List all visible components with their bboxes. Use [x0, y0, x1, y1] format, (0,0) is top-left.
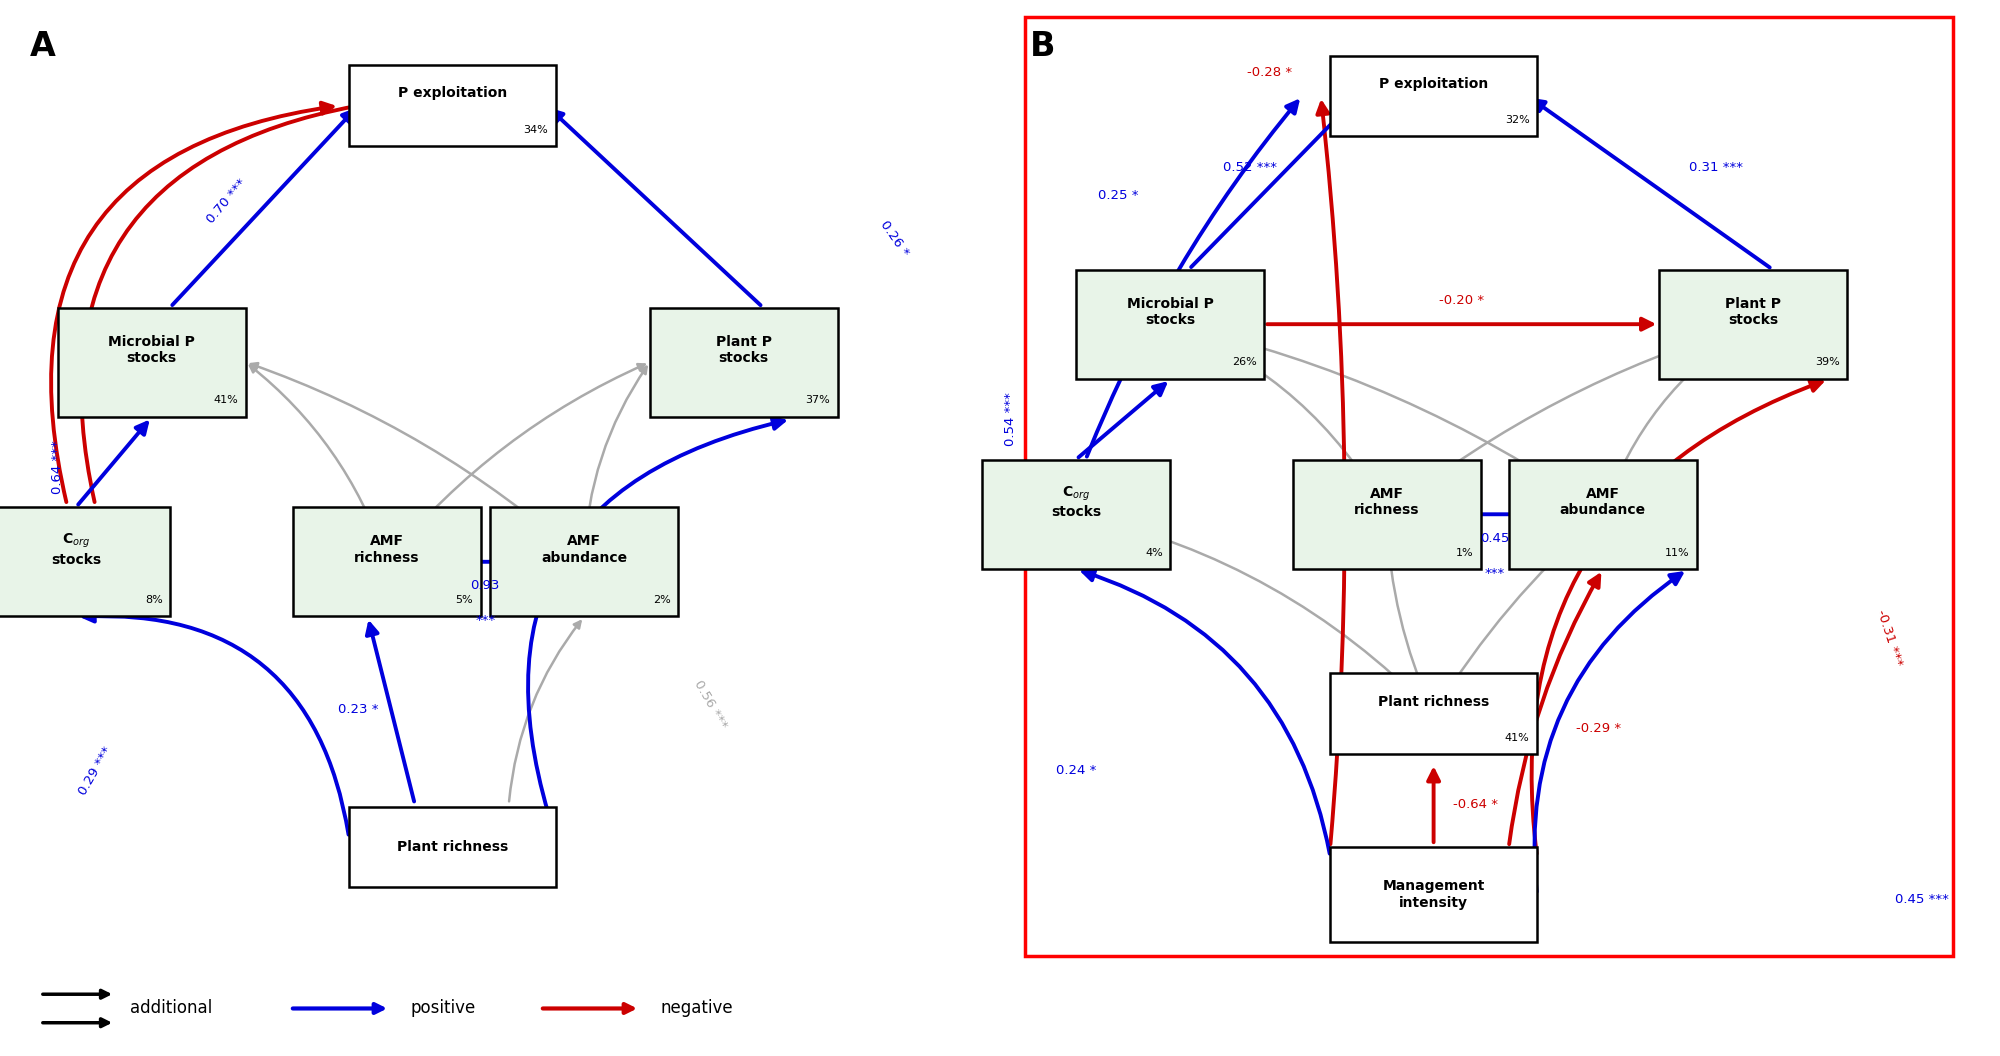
Text: 0.29 ***: 0.29 ***	[76, 744, 114, 797]
Text: 37%: 37%	[806, 395, 830, 406]
Text: 0.31 ***: 0.31 ***	[1688, 161, 1742, 174]
Text: Plant richness: Plant richness	[396, 840, 508, 854]
Text: -0.29 *: -0.29 *	[1576, 721, 1620, 735]
FancyBboxPatch shape	[58, 307, 246, 417]
Text: -0.20 *: -0.20 *	[1440, 294, 1484, 307]
FancyBboxPatch shape	[1330, 56, 1536, 136]
FancyBboxPatch shape	[650, 307, 838, 417]
Text: 34%: 34%	[524, 125, 548, 134]
FancyBboxPatch shape	[490, 507, 678, 617]
Text: C$_{org}$
stocks: C$_{org}$ stocks	[1052, 485, 1102, 520]
Text: ***: ***	[476, 615, 496, 627]
Text: -0.28 *: -0.28 *	[1246, 65, 1292, 79]
Text: 0.52 ***: 0.52 ***	[1224, 161, 1278, 174]
Text: 0.45 ***: 0.45 ***	[1896, 892, 1950, 906]
FancyBboxPatch shape	[1330, 847, 1536, 942]
Text: 0.23 *: 0.23 *	[338, 702, 378, 716]
Text: 0.45: 0.45	[1480, 531, 1510, 545]
Text: AMF
richness: AMF richness	[1354, 487, 1420, 517]
Text: P exploitation: P exploitation	[1378, 77, 1488, 91]
Text: Plant richness: Plant richness	[1378, 695, 1490, 709]
Text: ***: ***	[1484, 567, 1504, 580]
Text: 32%: 32%	[1504, 115, 1530, 125]
FancyBboxPatch shape	[1076, 269, 1264, 379]
Text: 0.70 ***: 0.70 ***	[204, 176, 250, 225]
Text: 11%: 11%	[1664, 547, 1690, 558]
Text: additional: additional	[130, 999, 212, 1018]
FancyBboxPatch shape	[350, 807, 556, 887]
Text: 0.26 *: 0.26 *	[878, 219, 912, 259]
FancyBboxPatch shape	[1330, 674, 1536, 754]
Text: AMF
abundance: AMF abundance	[540, 534, 628, 565]
Text: positive: positive	[410, 999, 476, 1018]
FancyBboxPatch shape	[1508, 459, 1696, 569]
Text: Management
intensity: Management intensity	[1382, 880, 1484, 909]
Text: AMF
richness: AMF richness	[354, 534, 420, 565]
Text: 26%: 26%	[1232, 357, 1256, 367]
Text: 41%: 41%	[214, 395, 238, 406]
Text: B: B	[1030, 30, 1054, 62]
Text: -0.31 ***: -0.31 ***	[1874, 608, 1904, 667]
Text: 8%: 8%	[146, 595, 162, 605]
Text: AMF
abundance: AMF abundance	[1560, 487, 1646, 517]
Text: Microbial P
stocks: Microbial P stocks	[108, 335, 196, 365]
Text: 0.24 *: 0.24 *	[1056, 765, 1096, 777]
FancyBboxPatch shape	[1660, 269, 1848, 379]
FancyBboxPatch shape	[0, 507, 170, 617]
Text: 0.64 ***: 0.64 ***	[52, 440, 64, 493]
Text: P exploitation: P exploitation	[398, 87, 508, 100]
Text: 41%: 41%	[1504, 733, 1530, 742]
Text: 4%: 4%	[1146, 547, 1162, 558]
FancyBboxPatch shape	[292, 507, 480, 617]
Text: -0.64 *: -0.64 *	[1454, 797, 1498, 811]
Text: C$_{org}$
stocks: C$_{org}$ stocks	[52, 532, 102, 567]
FancyBboxPatch shape	[350, 65, 556, 146]
Text: Plant P
stocks: Plant P stocks	[716, 335, 772, 365]
FancyBboxPatch shape	[1292, 459, 1480, 569]
Text: 1%: 1%	[1456, 547, 1474, 558]
Text: 0.56 ***: 0.56 ***	[692, 678, 730, 731]
Text: 5%: 5%	[456, 595, 474, 605]
Text: A: A	[30, 30, 56, 62]
FancyBboxPatch shape	[982, 459, 1170, 569]
Text: Plant P
stocks: Plant P stocks	[1726, 297, 1782, 327]
Text: 0.25 *: 0.25 *	[1098, 189, 1138, 203]
Text: Microbial P
stocks: Microbial P stocks	[1126, 297, 1214, 327]
Text: negative: negative	[660, 999, 732, 1018]
Text: 2%: 2%	[652, 595, 670, 605]
Text: 39%: 39%	[1814, 357, 1840, 367]
Text: 0.93: 0.93	[470, 579, 500, 592]
Text: 0.54 ***: 0.54 ***	[1004, 392, 1018, 447]
